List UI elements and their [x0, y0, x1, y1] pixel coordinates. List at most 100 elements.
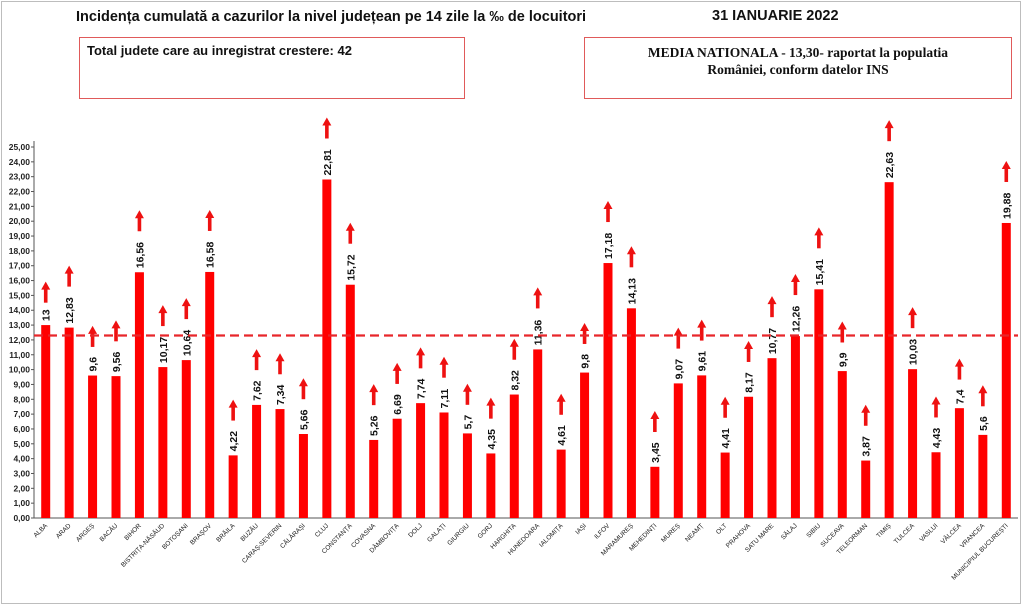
y-tick-label: 21,00 [9, 201, 31, 211]
y-tick-label: 0,00 [13, 513, 30, 523]
trend-up-arrow-shaft [207, 216, 212, 231]
trend-up-arrow-shaft [910, 314, 915, 329]
trend-up-arrow-shaft [442, 363, 446, 378]
trend-up-arrow-shaft [770, 303, 774, 318]
category-label: IALOMIȚA [538, 522, 565, 549]
category-label: NEAMȚ [684, 522, 705, 543]
value-label: 8,17 [744, 372, 756, 393]
trend-up-arrow-shaft [699, 326, 704, 341]
trend-up-arrow-head [673, 327, 683, 336]
trend-up-arrow-head [509, 338, 519, 347]
category-label: TIMIȘ [875, 522, 893, 540]
category-label: ARAD [55, 522, 73, 540]
bar-sălaj [790, 336, 800, 518]
bar-călărași [298, 434, 308, 518]
trend-up-arrow-head [884, 120, 894, 129]
trend-up-arrow-head [650, 411, 660, 420]
bar-olt [720, 452, 730, 518]
category-label: MUREȘ [660, 522, 682, 544]
trend-up-arrow-head [181, 298, 191, 307]
value-label: 9,61 [697, 351, 709, 372]
value-label: 15,41 [814, 259, 826, 285]
national-average-line-1: MEDIA NATIONALA - 13,30- raportat la pop… [647, 45, 949, 60]
value-label: 9,07 [673, 359, 685, 380]
value-label: 7,34 [275, 384, 287, 405]
value-label: 10,64 [181, 330, 193, 356]
value-label: 11,36 [533, 320, 545, 346]
bar-suceava [837, 371, 847, 518]
trend-up-arrow-shaft [371, 391, 376, 406]
trend-up-arrow-head [580, 322, 590, 331]
trend-up-arrow-head [134, 210, 144, 219]
bar-municipiul-bucurești [1001, 222, 1011, 518]
increase-summary-box: Total judete care au inregistrat crester… [79, 37, 465, 99]
y-tick-label: 10,00 [9, 365, 31, 375]
category-label: DOLJ [407, 522, 424, 539]
trend-up-arrow-head [41, 281, 51, 290]
trend-up-arrow-head [392, 362, 402, 371]
bar-timiș [884, 182, 894, 518]
value-label: 22,81 [322, 149, 334, 175]
trend-up-arrow-shaft [43, 288, 48, 303]
y-tick-label: 6,00 [13, 424, 30, 434]
trend-up-arrow-shaft [395, 369, 399, 384]
bar-caraș-severin [275, 409, 285, 518]
category-label: BUZĂU [238, 521, 260, 543]
bar-bihor [134, 272, 144, 518]
trend-up-arrow-shaft [606, 208, 610, 223]
value-label: 7,11 [439, 388, 451, 408]
trend-up-arrow-head [369, 384, 379, 393]
trend-up-arrow-shaft [840, 328, 845, 343]
trend-up-arrow-head [556, 393, 566, 402]
trend-up-arrow-shaft [582, 329, 587, 344]
y-tick-label: 13,00 [9, 320, 31, 330]
trend-up-arrow-shaft [535, 294, 540, 309]
category-label: VÂLCEA [938, 521, 963, 546]
y-tick-label: 17,00 [9, 261, 31, 271]
value-label: 4,43 [931, 428, 943, 449]
trend-up-arrow-shaft [863, 411, 868, 426]
trend-up-arrow-shaft [465, 390, 470, 405]
category-label: GALAȚI [426, 522, 447, 543]
trend-up-arrow-shaft [325, 124, 329, 139]
bar-satu-mare [767, 358, 777, 518]
bar-prahova [744, 396, 754, 518]
value-label: 10,17 [158, 337, 170, 363]
bar-brașov [205, 271, 215, 518]
y-tick-label: 11,00 [9, 350, 30, 360]
bar-constanța [345, 284, 355, 518]
trend-up-arrow-head [111, 320, 121, 329]
trend-up-arrow-head [228, 399, 238, 408]
bar-covasna [369, 439, 379, 518]
value-label: 14,13 [626, 278, 638, 304]
bar-sibiu [814, 289, 824, 518]
trend-up-arrow-head [322, 117, 332, 126]
trend-up-arrow-shaft [1004, 167, 1009, 182]
trend-up-arrow-head [64, 265, 74, 274]
y-tick-label: 9,00 [13, 379, 30, 389]
category-label: IAȘI [574, 522, 588, 536]
category-label: BRĂILA [214, 521, 237, 544]
value-label: 5,66 [298, 409, 310, 430]
category-label: ALBA [32, 522, 49, 539]
trend-up-arrow-head [1001, 160, 1011, 169]
trend-up-arrow-shaft [512, 345, 517, 360]
value-label: 3,45 [650, 442, 662, 463]
value-label: 10,77 [767, 328, 779, 354]
trend-up-arrow-shaft [887, 127, 891, 142]
y-tick-label: 7,00 [13, 409, 30, 419]
trend-up-arrow-head [158, 305, 168, 314]
value-label: 9,56 [111, 352, 123, 373]
y-tick-label: 23,00 [9, 172, 31, 182]
bar-hunedoara [533, 349, 543, 518]
trend-up-arrow-head [954, 358, 964, 367]
trend-up-arrow-head [486, 397, 496, 406]
value-label: 5,6 [978, 416, 990, 431]
bar-vâlcea [954, 408, 964, 518]
trend-up-arrow-head [252, 349, 262, 358]
category-label: GORJ [477, 522, 495, 540]
trend-up-arrow-head [603, 201, 613, 210]
value-label: 9,9 [837, 352, 849, 367]
y-tick-label: 19,00 [9, 231, 31, 241]
